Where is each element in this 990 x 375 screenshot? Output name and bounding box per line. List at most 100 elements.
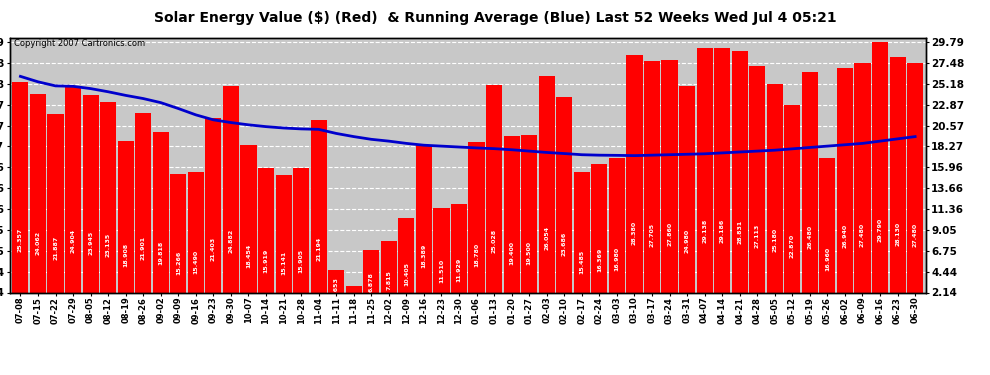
Bar: [661, 60, 677, 292]
Text: 29.790: 29.790: [877, 218, 882, 242]
Bar: [539, 76, 554, 292]
Text: 15.905: 15.905: [299, 249, 304, 273]
Text: 19.818: 19.818: [158, 240, 163, 265]
Bar: [679, 86, 695, 292]
Bar: [170, 174, 186, 292]
Text: 22.870: 22.870: [790, 234, 795, 258]
Bar: [784, 105, 800, 292]
Text: 11.510: 11.510: [439, 259, 444, 284]
Text: 26.940: 26.940: [842, 224, 847, 248]
Text: 7.815: 7.815: [386, 270, 391, 290]
Bar: [118, 141, 134, 292]
Bar: [749, 66, 765, 292]
Bar: [609, 158, 625, 292]
Bar: [398, 217, 415, 292]
Bar: [450, 204, 467, 292]
Text: 18.908: 18.908: [123, 243, 128, 267]
Bar: [152, 132, 169, 292]
Text: 19.400: 19.400: [509, 242, 514, 266]
Bar: [241, 145, 256, 292]
Text: 23.135: 23.135: [106, 233, 111, 257]
Text: 23.686: 23.686: [561, 232, 566, 256]
Text: 27.860: 27.860: [667, 222, 672, 246]
Bar: [504, 136, 520, 292]
Bar: [714, 48, 731, 292]
Bar: [732, 51, 747, 292]
Text: 15.485: 15.485: [579, 250, 584, 274]
Text: 16.980: 16.980: [615, 247, 620, 271]
Text: Solar Energy Value ($) (Red)  & Running Average (Blue) Last 52 Weeks Wed Jul 4 0: Solar Energy Value ($) (Red) & Running A…: [153, 11, 837, 25]
Bar: [346, 286, 361, 292]
Bar: [591, 164, 608, 292]
Bar: [311, 120, 327, 292]
Text: 15.141: 15.141: [281, 251, 286, 275]
Bar: [30, 94, 47, 292]
Bar: [275, 175, 292, 292]
Bar: [766, 84, 783, 292]
Bar: [48, 114, 63, 292]
Text: 15.490: 15.490: [193, 250, 198, 274]
Bar: [627, 55, 643, 292]
Text: 26.054: 26.054: [544, 226, 549, 251]
Bar: [293, 168, 309, 292]
Bar: [556, 98, 572, 292]
Text: 19.500: 19.500: [527, 241, 532, 265]
Bar: [65, 86, 81, 292]
Bar: [486, 85, 502, 292]
Bar: [521, 135, 538, 292]
Bar: [889, 57, 906, 292]
Bar: [381, 241, 397, 292]
Bar: [434, 208, 449, 292]
Bar: [820, 158, 836, 292]
Bar: [136, 114, 151, 292]
Text: 21.887: 21.887: [53, 236, 58, 260]
Text: Copyright 2007 Cartronics.com: Copyright 2007 Cartronics.com: [15, 39, 146, 48]
Text: 23.945: 23.945: [88, 231, 93, 255]
Bar: [12, 82, 29, 292]
Text: 24.980: 24.980: [684, 229, 690, 253]
Bar: [416, 145, 432, 292]
Text: 18.389: 18.389: [422, 244, 427, 268]
Text: 29.186: 29.186: [720, 219, 725, 243]
Text: 24.062: 24.062: [36, 231, 41, 255]
Bar: [205, 118, 222, 292]
Text: 15.919: 15.919: [263, 249, 268, 273]
Text: 25.180: 25.180: [772, 228, 777, 252]
Bar: [363, 250, 379, 292]
Bar: [82, 95, 99, 292]
Bar: [100, 102, 116, 292]
Bar: [328, 270, 345, 292]
Bar: [872, 42, 888, 292]
Text: 29.138: 29.138: [702, 219, 707, 243]
Bar: [223, 87, 239, 292]
Bar: [644, 61, 660, 292]
Text: 28.380: 28.380: [632, 221, 637, 245]
Bar: [258, 168, 274, 292]
Bar: [574, 172, 590, 292]
Text: 28.831: 28.831: [738, 220, 742, 244]
Text: 21.901: 21.901: [141, 236, 146, 260]
Text: 4.653: 4.653: [334, 277, 339, 297]
Text: 27.705: 27.705: [649, 222, 654, 247]
Text: 10.405: 10.405: [404, 262, 409, 286]
Bar: [468, 142, 485, 292]
Text: 25.357: 25.357: [18, 228, 23, 252]
Text: 21.403: 21.403: [211, 237, 216, 261]
Text: 24.882: 24.882: [229, 229, 234, 253]
Text: 11.929: 11.929: [456, 258, 461, 282]
Text: 24.904: 24.904: [70, 229, 75, 253]
Text: 16.369: 16.369: [597, 248, 602, 272]
Bar: [907, 63, 924, 292]
Text: 15.266: 15.266: [176, 251, 181, 275]
Text: 28.130: 28.130: [895, 222, 900, 246]
Text: 6.878: 6.878: [369, 272, 374, 292]
Text: 21.194: 21.194: [316, 237, 321, 261]
Bar: [697, 48, 713, 292]
Bar: [188, 172, 204, 292]
Text: 27.113: 27.113: [754, 224, 759, 248]
Text: 18.780: 18.780: [474, 243, 479, 267]
Text: 27.480: 27.480: [860, 223, 865, 247]
Text: 25.028: 25.028: [492, 229, 497, 253]
Text: 26.480: 26.480: [808, 225, 813, 249]
Text: 27.480: 27.480: [913, 223, 918, 247]
